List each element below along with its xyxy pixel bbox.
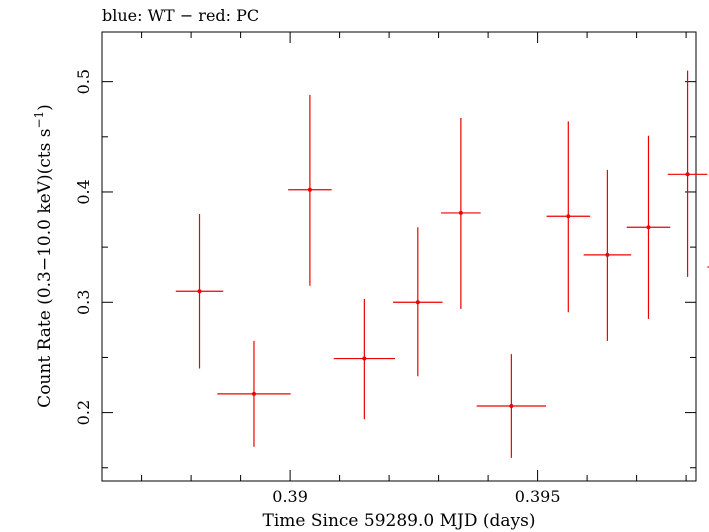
data-point: [476, 354, 547, 458]
x-axis-label: Time Since 59289.0 MJD (days): [263, 511, 536, 531]
y-tick-label: 0.3: [74, 290, 93, 315]
x-tick-label: 0.395: [515, 487, 561, 506]
y-axis-ticks: [102, 81, 696, 469]
y-axis-label-superscript: −1: [32, 111, 46, 129]
data-point: [217, 340, 291, 447]
data-point-marker: [197, 289, 202, 294]
data-point-marker: [685, 172, 690, 177]
data-point: [288, 94, 332, 286]
data-point: [667, 70, 708, 277]
data-point-marker: [251, 391, 256, 396]
data-point: [626, 135, 671, 319]
data-point-marker: [458, 210, 463, 215]
chart-title: blue: WT − red: PC: [102, 6, 259, 25]
data-point-marker: [509, 403, 514, 408]
y-axis-label-close: ): [35, 104, 55, 111]
plot-frame: [101, 31, 697, 482]
data-point-marker: [362, 356, 367, 361]
data-point: [583, 169, 632, 341]
y-axis-label-main: Count Rate (0.3−10.0 keV)(cts s: [35, 129, 55, 408]
data-point: [175, 214, 224, 369]
x-tick-label: 0.39: [272, 487, 308, 506]
y-tick-label: 0.5: [74, 69, 93, 94]
y-tick-label: 0.4: [74, 179, 93, 204]
y-axis-tick-labels: 0.2 0.3 0.4 0.5: [74, 69, 93, 425]
data-point-marker: [415, 300, 420, 305]
data-point-marker: [307, 187, 312, 192]
data-point: [441, 118, 481, 309]
data-point: [393, 227, 443, 377]
data-point: [546, 121, 591, 313]
data-point: [333, 298, 396, 420]
y-axis-label: Count Rate (0.3−10.0 keV)(cts s−1): [32, 104, 55, 408]
x-axis-ticks: [141, 32, 687, 481]
data-point-marker: [566, 214, 571, 219]
data-point-marker: [605, 252, 610, 257]
data-point-marker: [646, 225, 651, 230]
y-tick-label: 0.2: [74, 400, 93, 425]
data-points: [175, 70, 709, 458]
